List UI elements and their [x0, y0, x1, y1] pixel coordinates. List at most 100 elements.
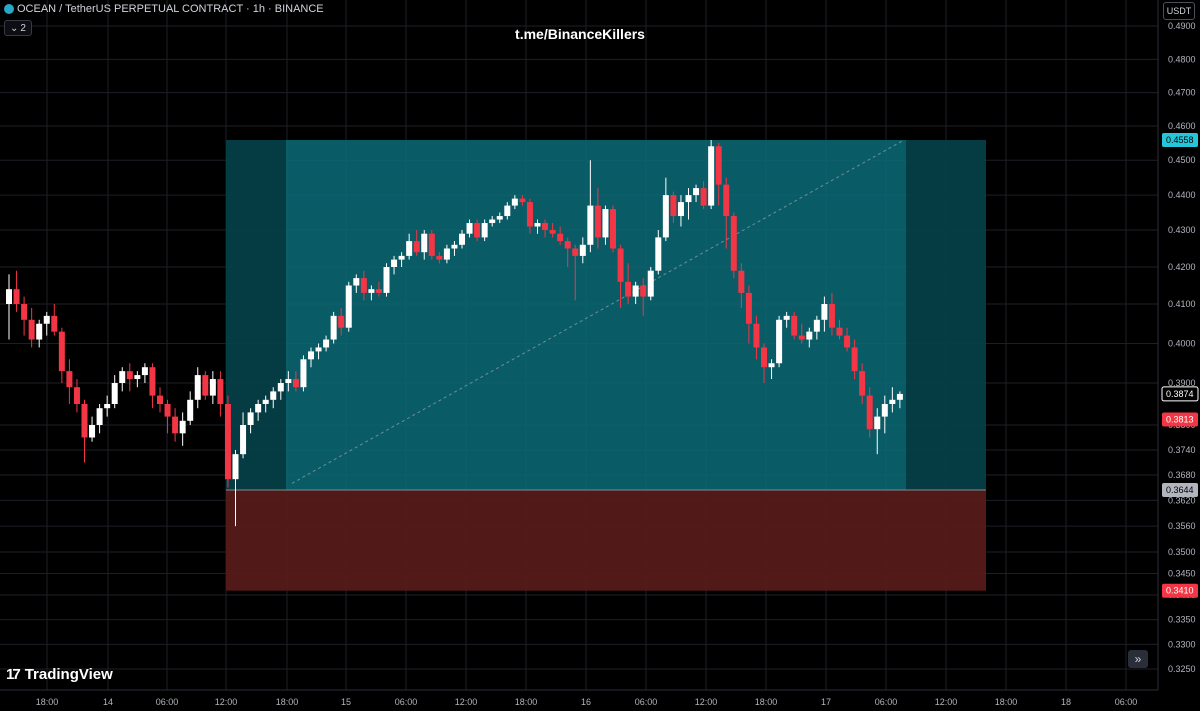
- candle-body: [172, 416, 179, 434]
- price-label-text: 0.3813: [1166, 415, 1194, 425]
- candle-body: [247, 412, 254, 425]
- indicator-count: 2: [20, 22, 26, 34]
- candle-body: [194, 375, 201, 400]
- trade-path-line: [291, 139, 905, 484]
- indicators-toggle[interactable]: ⌄ 2: [4, 20, 32, 36]
- price-tick-label: 0.4600: [1168, 121, 1196, 131]
- candle-body: [489, 219, 496, 224]
- price-label-text: 0.3644: [1166, 485, 1194, 495]
- price-tick-label: 0.4100: [1168, 299, 1196, 309]
- candle-body: [730, 216, 737, 271]
- candle-body: [693, 188, 700, 196]
- symbol-header[interactable]: OCEAN / TetherUS PERPETUAL CONTRACT · 1h…: [4, 3, 324, 15]
- candle-body: [13, 289, 20, 304]
- candle-body: [738, 270, 745, 293]
- time-tick-label: 18:00: [755, 697, 778, 707]
- candle-body: [836, 327, 843, 336]
- candle-body: [896, 393, 903, 400]
- price-label-current: [1162, 412, 1198, 427]
- time-axis: 18:00 14 06:00 12:00 18:00 15 06:00 12:00 18:00 1…: [0, 689, 1158, 707]
- candle-body: [338, 315, 345, 328]
- candle-body: [6, 289, 12, 304]
- candle-body: [292, 379, 299, 388]
- candle-body: [443, 248, 450, 260]
- price-tick-label: 0.4500: [1168, 155, 1196, 165]
- time-tick-label: 12:00: [935, 697, 958, 707]
- candle-body: [398, 255, 405, 260]
- price-tick-label: 0.3350: [1168, 615, 1196, 625]
- time-tick-label: 18:00: [276, 697, 299, 707]
- candle-body: [655, 237, 662, 271]
- candle-body: [670, 195, 677, 217]
- candle-body: [798, 335, 805, 340]
- price-tick-label: 0.3680: [1168, 470, 1196, 480]
- scroll-to-realtime-button[interactable]: »: [1128, 650, 1148, 668]
- candle-body: [232, 454, 239, 480]
- candle-body: [96, 408, 103, 425]
- candle-body: [308, 351, 314, 360]
- candle-body: [685, 195, 692, 203]
- candle-body: [602, 209, 609, 238]
- brand-name: TradingView: [24, 666, 113, 683]
- candle-body: [677, 202, 684, 217]
- candle-body: [262, 399, 269, 404]
- candle-body: [791, 315, 798, 336]
- candle-body: [549, 230, 556, 234]
- candle-body: [768, 363, 775, 368]
- candle-body: [353, 278, 360, 286]
- candles: [6, 140, 903, 527]
- candle-body: [149, 367, 156, 396]
- candle-body: [73, 387, 80, 404]
- price-label-entry: [1162, 483, 1198, 497]
- price-tick-label: 0.4900: [1168, 21, 1196, 31]
- candle-body: [466, 223, 473, 234]
- candle-body: [587, 205, 594, 245]
- candle-body: [572, 248, 579, 256]
- candle-body: [375, 289, 382, 293]
- candle-body: [844, 335, 851, 348]
- price-tick-label: 0.4200: [1168, 262, 1196, 272]
- candle-body: [51, 315, 58, 332]
- price-tick-label: 0.3250: [1168, 664, 1196, 674]
- candle-body: [240, 425, 247, 455]
- candle-body: [496, 216, 503, 220]
- candle-body: [368, 289, 375, 293]
- watermark: t.me/BinanceKillers: [515, 26, 645, 42]
- candle-body: [300, 359, 307, 388]
- time-tick-label: 17: [821, 697, 831, 707]
- candle-body: [421, 233, 428, 253]
- candle-body: [813, 319, 820, 332]
- time-tick-label: 06:00: [156, 697, 179, 707]
- candle-body: [806, 331, 813, 340]
- price-label-text: 0.4558: [1166, 135, 1194, 145]
- price-tick-label: 0.4000: [1168, 339, 1196, 349]
- candle-body: [821, 304, 828, 320]
- candle-body: [534, 223, 541, 227]
- candle-body: [557, 233, 564, 242]
- time-tick-label: 18: [1061, 697, 1071, 707]
- candle-body: [617, 248, 624, 282]
- candle-body: [640, 285, 647, 297]
- price-tick-label: 0.4800: [1168, 54, 1196, 64]
- candle-body: [610, 209, 616, 249]
- candle-body: [881, 404, 888, 417]
- candle-body: [874, 416, 881, 430]
- candle-body: [58, 331, 65, 372]
- time-tick-label: 12:00: [215, 697, 238, 707]
- currency-selector[interactable]: USDT: [1163, 2, 1195, 20]
- candle-body: [723, 184, 730, 217]
- candle-body: [436, 255, 443, 260]
- candle-body: [519, 198, 526, 203]
- candle-body: [330, 315, 337, 340]
- loss-zone: [226, 490, 986, 591]
- candle-body: [504, 205, 511, 217]
- candle-body: [406, 241, 413, 256]
- candle-body: [285, 379, 292, 383]
- candle-body: [315, 347, 322, 352]
- candle-body: [164, 404, 171, 417]
- candle-body: [141, 367, 148, 376]
- time-tick-label: 12:00: [695, 697, 718, 707]
- price-tick-label: 0.3500: [1168, 547, 1196, 557]
- tradingview-logo[interactable]: 17 TradingView: [6, 666, 113, 683]
